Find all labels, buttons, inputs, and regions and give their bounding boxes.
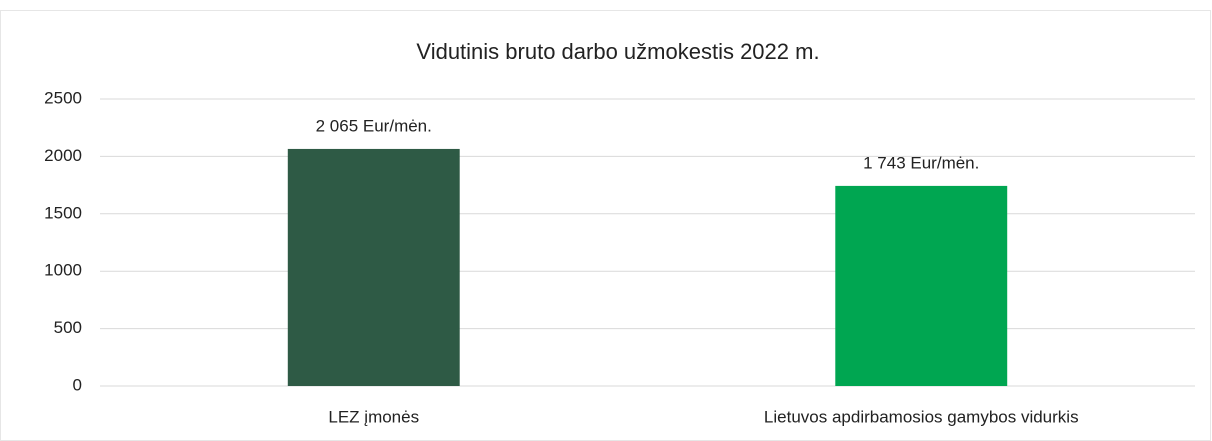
bar <box>835 185 1008 386</box>
data-label: 1 743 Eur/mėn. <box>863 153 979 172</box>
y-tick-label: 1500 <box>44 203 82 222</box>
chart-frame <box>0 10 1211 441</box>
y-tick-label: 500 <box>54 318 82 337</box>
y-tick-label: 0 <box>73 375 82 394</box>
y-tick-label: 2500 <box>44 88 82 107</box>
y-tick-label: 2000 <box>44 146 82 165</box>
bar <box>287 148 460 386</box>
chart-title: Vidutinis bruto darbo užmokestis 2022 m. <box>416 39 819 64</box>
data-label: 2 065 Eur/mėn. <box>316 116 432 135</box>
x-tick-label: LEZ įmonės <box>328 407 419 426</box>
y-tick-label: 1000 <box>44 261 82 280</box>
x-tick-label: Lietuvos apdirbamosios gamybos vidurkis <box>764 407 1079 426</box>
